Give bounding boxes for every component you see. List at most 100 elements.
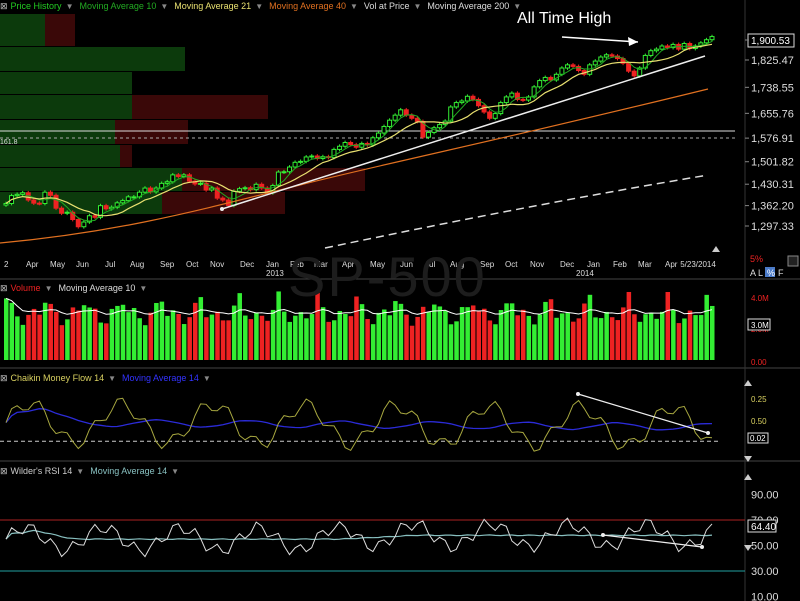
volume-legend[interactable]: ⊠ Volume ▼ Moving Average 10 ▼ bbox=[0, 282, 153, 295]
volume-bar bbox=[565, 312, 570, 360]
volume-bar bbox=[432, 304, 437, 360]
candle bbox=[398, 109, 404, 116]
chevron-down-icon[interactable]: ▼ bbox=[65, 2, 74, 11]
cmf-last-badge bbox=[747, 432, 769, 444]
price-legend-item[interactable]: Vol at Price bbox=[363, 1, 410, 11]
pencil-icon bbox=[787, 255, 799, 267]
scroll-up-icon bbox=[744, 380, 752, 386]
chevron-down-icon[interactable]: ▼ bbox=[76, 467, 85, 476]
volume-bar bbox=[176, 313, 181, 360]
cmf-legend-item[interactable]: Moving Average 14 bbox=[122, 373, 199, 383]
candle bbox=[31, 199, 37, 204]
price-legend-item[interactable]: Moving Average 40 bbox=[269, 1, 346, 11]
candle bbox=[437, 124, 443, 129]
cmf-legend[interactable]: ⊠ Chaikin Money Flow 14 ▼ Moving Average 14… bbox=[0, 372, 217, 385]
candle bbox=[514, 92, 520, 100]
volume-bar bbox=[343, 313, 348, 360]
scroll-down-icon bbox=[744, 456, 752, 462]
settings-icon[interactable]: ⊠ bbox=[0, 1, 8, 11]
price-legend-item[interactable]: Moving Average 21 bbox=[174, 1, 252, 11]
scroll-down-icon bbox=[744, 545, 752, 551]
chevron-down-icon[interactable]: ▼ bbox=[413, 2, 422, 11]
candle bbox=[86, 215, 92, 223]
candle bbox=[242, 187, 248, 190]
chevron-down-icon[interactable]: ▼ bbox=[171, 467, 180, 476]
month-label: Feb bbox=[290, 260, 304, 269]
chevron-down-icon[interactable]: ▼ bbox=[513, 2, 522, 11]
candle bbox=[359, 142, 365, 148]
month-label: Dec bbox=[560, 260, 574, 269]
rsi-legend[interactable]: ⊠ Wilder's RSI 14 ▼ Moving Average 14 ▼ bbox=[0, 465, 185, 478]
candle bbox=[36, 202, 42, 205]
candle bbox=[392, 114, 398, 121]
volume-bar bbox=[598, 318, 604, 360]
volume-bar bbox=[498, 310, 504, 360]
rsi-divergence-anchor bbox=[601, 533, 605, 537]
settings-icon[interactable]: ⊠ bbox=[0, 466, 8, 476]
trendline bbox=[221, 55, 706, 210]
price-legend[interactable]: ⊠ Price History ▼ Moving Average 10 ▼ Moving … bbox=[0, 0, 527, 13]
candle bbox=[64, 211, 70, 214]
chevron-down-icon[interactable]: ▼ bbox=[44, 284, 53, 293]
month-label: Aug bbox=[130, 260, 144, 269]
volume-bar bbox=[543, 301, 548, 360]
volume-bar bbox=[215, 311, 220, 360]
candle bbox=[75, 219, 81, 228]
cmf-divergence-anchor bbox=[706, 431, 710, 435]
chevron-down-icon[interactable]: ▼ bbox=[202, 374, 211, 383]
candle bbox=[498, 102, 504, 115]
rsi-axis-label: 10.00 bbox=[751, 592, 779, 601]
chevron-down-icon[interactable]: ▼ bbox=[255, 2, 264, 11]
volume-legend-item[interactable]: Volume bbox=[10, 283, 41, 293]
settings-icon[interactable]: ⊠ bbox=[0, 283, 8, 293]
month-label: Sep bbox=[160, 260, 175, 269]
candle bbox=[381, 125, 387, 134]
volume-bar bbox=[509, 303, 515, 360]
volume-bar bbox=[254, 312, 259, 360]
price-legend-item[interactable]: Moving Average 10 bbox=[79, 1, 157, 11]
settings-icon[interactable]: ⊠ bbox=[0, 373, 8, 383]
candle bbox=[592, 60, 598, 66]
volume-bar bbox=[287, 321, 293, 360]
volume-bar bbox=[637, 321, 643, 360]
chevron-down-icon[interactable]: ▼ bbox=[350, 2, 358, 11]
rsi-legend-item[interactable]: Moving Average 14 bbox=[90, 466, 168, 476]
scroll-up-icon bbox=[712, 246, 720, 252]
candle bbox=[531, 86, 537, 98]
volume-bar bbox=[220, 320, 226, 360]
price-legend-item[interactable]: Price History bbox=[10, 1, 62, 11]
candle bbox=[259, 183, 265, 189]
volume-bar bbox=[398, 303, 404, 360]
volume-bar bbox=[609, 317, 615, 360]
month-label: Dec bbox=[240, 260, 254, 269]
chevron-down-icon[interactable]: ▼ bbox=[108, 374, 117, 383]
price-legend-item[interactable]: Moving Average 200 bbox=[427, 1, 510, 11]
scroll-up-icon bbox=[744, 474, 752, 480]
rsi-legend-item[interactable]: Wilder's RSI 14 bbox=[10, 466, 73, 476]
candle bbox=[503, 96, 509, 104]
volume-bar bbox=[426, 311, 431, 360]
price-axis-label: 1,738.55 bbox=[751, 82, 794, 94]
volume-bar bbox=[70, 307, 76, 360]
ma21-line bbox=[5, 43, 713, 217]
volume-bar bbox=[520, 309, 526, 360]
volume-bar bbox=[382, 309, 387, 360]
volume-legend-item[interactable]: Moving Average 10 bbox=[58, 283, 136, 293]
candle bbox=[587, 64, 593, 75]
candle bbox=[20, 192, 26, 195]
volume-bar bbox=[676, 323, 682, 360]
candle bbox=[476, 98, 482, 107]
volume-bar bbox=[276, 291, 281, 360]
cmf-legend-item[interactable]: Chaikin Money Flow 14 bbox=[10, 373, 105, 383]
month-label: Nov bbox=[530, 260, 544, 269]
cmf-divergence-line bbox=[577, 393, 709, 434]
month-label: Jun bbox=[400, 260, 413, 269]
volume-bar bbox=[87, 307, 92, 360]
chevron-down-icon[interactable]: ▼ bbox=[160, 2, 169, 11]
volume-bar bbox=[587, 294, 593, 360]
volume-bar bbox=[226, 320, 231, 360]
chevron-down-icon[interactable]: ▼ bbox=[139, 284, 148, 293]
month-label: Mar bbox=[638, 260, 652, 269]
candle bbox=[164, 181, 170, 184]
volume-bar bbox=[209, 314, 215, 360]
